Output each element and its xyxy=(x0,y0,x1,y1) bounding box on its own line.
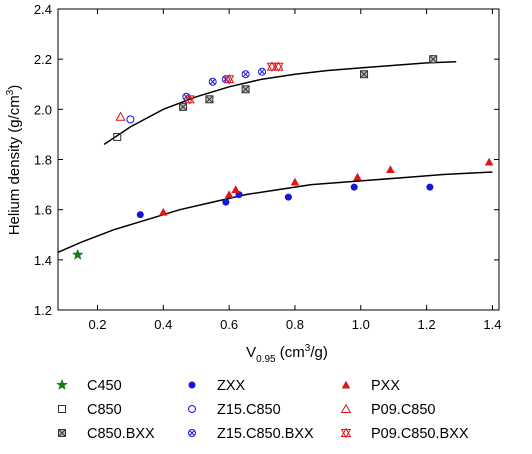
x-axis-title-superscript: 3 xyxy=(305,343,311,354)
point-pxx-5 xyxy=(353,172,362,181)
point-p09-c850-1 xyxy=(115,111,126,121)
x-axis-title: V0.95 (cm3/g) xyxy=(246,343,328,365)
legend-marker-p09-c850-bxx xyxy=(340,427,352,439)
data-points xyxy=(71,55,494,260)
y-axis-title: Helium density (g/cm3) xyxy=(5,85,23,236)
point-z15-c850-bxx-4 xyxy=(241,70,250,79)
fit-curve-1 xyxy=(57,171,493,253)
legend-marker-z15-c850 xyxy=(188,405,196,413)
x-tick-label: 0.2 xyxy=(88,317,106,332)
legend-label: P09.C850 xyxy=(371,402,436,418)
point-c450-1 xyxy=(71,248,84,260)
x-tick-label: 1.0 xyxy=(352,317,370,332)
point-zxx-1 xyxy=(136,211,144,219)
point-p09-c850-bxx-2 xyxy=(223,73,235,85)
point-pxx-6 xyxy=(386,165,395,173)
y-tick-label: 2.2 xyxy=(34,52,52,67)
legend-item-z15-c850: Z15.C850 xyxy=(188,402,281,418)
x-axis-title-pre: (cm xyxy=(276,344,305,361)
legend-item-pxx: PXX xyxy=(341,378,400,394)
y-tick-label: 1.4 xyxy=(34,253,52,268)
legend-item-c850-bxx: C850.BXX xyxy=(58,426,155,442)
x-tick-label: 1.2 xyxy=(418,317,436,332)
point-pxx-1 xyxy=(159,207,168,216)
axis-ticks: 0.2 0.4 0.6 0.8 1.0 1.2 1.4 1.2 1.4 1.6 1.8 2.0 2.2 2… xyxy=(34,2,502,332)
y-axis-title-pre: Helium density (g/cm xyxy=(6,95,23,235)
legend-marker-c850-bxx xyxy=(58,429,66,437)
point-c850-bxx-2 xyxy=(205,95,214,104)
legend-label: PXX xyxy=(371,378,400,394)
point-pxx-7 xyxy=(484,157,494,166)
y-tick-label: 2.4 xyxy=(34,2,52,17)
point-pxx-3 xyxy=(231,185,241,194)
point-p09-c850-bxx-1 xyxy=(184,93,195,105)
x-tick-label: 0.8 xyxy=(286,317,304,332)
legend: C450 C850 C850.BXX ZXX Z15.C850 Z15.C850.BXX P… xyxy=(56,378,469,442)
point-zxx-2 xyxy=(222,198,230,206)
y-tick-label: 2.0 xyxy=(34,102,52,117)
point-z15-c850-bxx-5 xyxy=(258,67,267,76)
point-pxx-4 xyxy=(290,177,300,186)
point-z15-c850-1 xyxy=(126,115,135,124)
point-c850-bxx-5 xyxy=(429,55,438,64)
legend-label: ZXX xyxy=(217,378,246,394)
point-z15-c850-bxx-2 xyxy=(208,77,217,86)
point-p09-c850-bxx-3 xyxy=(266,61,278,73)
plot-frame xyxy=(57,8,500,311)
legend-label: C850 xyxy=(87,402,122,418)
legend-marker-c850 xyxy=(58,405,66,413)
legend-label: Z15.C850 xyxy=(217,402,281,418)
x-tick-label: 0.4 xyxy=(154,317,172,332)
point-c850-bxx-4 xyxy=(360,70,369,79)
point-zxx-5 xyxy=(350,183,358,191)
point-c850-1 xyxy=(113,132,122,141)
legend-marker-pxx xyxy=(341,380,351,389)
x-axis-title-subscript: 0.95 xyxy=(256,354,276,365)
x-axis-title-base: V xyxy=(246,344,256,361)
y-axis-title-superscript: 3 xyxy=(5,89,16,95)
legend-marker-p09-c850 xyxy=(340,403,352,413)
y-tick-label: 1.2 xyxy=(34,303,52,318)
legend-label: P09.C850.BXX xyxy=(371,426,469,442)
y-axis-title-post: ) xyxy=(6,85,23,90)
y-tick-label: 1.8 xyxy=(34,153,52,168)
legend-item-zxx: ZXX xyxy=(188,378,246,394)
x-tick-label: 0.6 xyxy=(220,317,238,332)
y-tick-label: 1.6 xyxy=(34,203,52,218)
point-zxx-6 xyxy=(426,183,434,191)
point-c850-bxx-3 xyxy=(241,85,250,94)
legend-item-p09-c850-bxx: P09.C850.BXX xyxy=(340,426,469,442)
legend-item-c450: C450 xyxy=(56,378,122,394)
fit-curve-2 xyxy=(103,60,457,146)
legend-label: C850.BXX xyxy=(87,426,155,442)
legend-marker-zxx xyxy=(188,381,196,389)
legend-marker-z15-c850-bxx xyxy=(188,429,196,437)
legend-item-p09-c850: P09.C850 xyxy=(340,402,436,418)
point-c850-bxx-1 xyxy=(179,102,188,111)
legend-label: C450 xyxy=(87,378,122,394)
x-tick-label: 1.4 xyxy=(483,317,501,332)
legend-marker-c450 xyxy=(56,378,68,391)
legend-item-c850: C850 xyxy=(58,402,122,418)
legend-label: Z15.C850.BXX xyxy=(217,426,314,442)
fit-curves xyxy=(57,60,493,253)
point-pxx-2 xyxy=(224,190,234,199)
x-axis-title-post: /g) xyxy=(310,344,328,361)
legend-item-z15-c850-bxx: Z15.C850.BXX xyxy=(188,426,314,442)
point-zxx-4 xyxy=(284,193,292,201)
point-p09-c850-bxx-4 xyxy=(273,61,284,73)
